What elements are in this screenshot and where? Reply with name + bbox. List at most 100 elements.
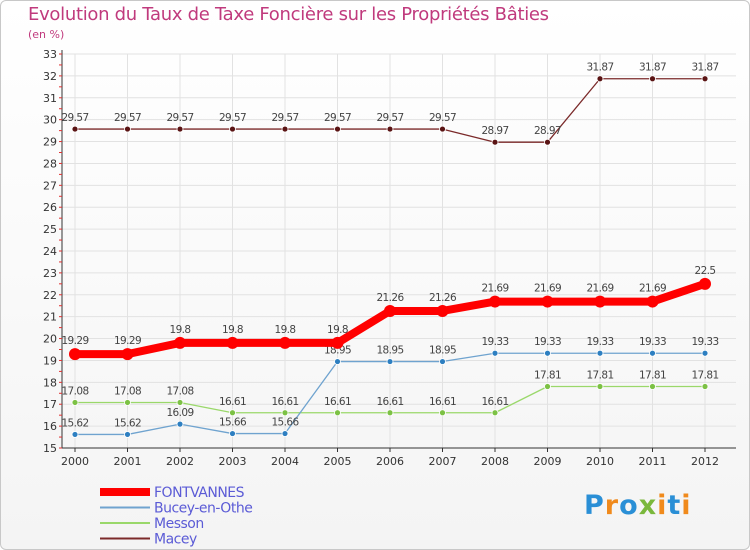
data-point bbox=[439, 358, 446, 365]
data-point bbox=[544, 349, 551, 357]
data-point bbox=[544, 383, 551, 390]
data-label: 29.57 bbox=[166, 112, 193, 124]
data-point bbox=[544, 138, 551, 146]
data-label: 21.69 bbox=[534, 283, 561, 295]
y-tick-label: 25 bbox=[43, 223, 57, 236]
data-point bbox=[229, 430, 236, 437]
x-tick-label: 2003 bbox=[219, 455, 247, 468]
data-point bbox=[649, 383, 656, 390]
data-point bbox=[124, 431, 131, 438]
data-point bbox=[596, 75, 604, 83]
data-point bbox=[71, 125, 79, 133]
data-point bbox=[176, 399, 184, 406]
data-point bbox=[701, 349, 709, 357]
data-point bbox=[124, 125, 131, 133]
data-label: 31.87 bbox=[639, 62, 666, 74]
x-tick-label: 2002 bbox=[166, 455, 194, 468]
data-point bbox=[71, 431, 79, 438]
data-label: 19.33 bbox=[586, 336, 613, 348]
data-point bbox=[334, 358, 341, 365]
data-point bbox=[596, 383, 604, 390]
data-label: 17.81 bbox=[534, 369, 561, 381]
data-label: 18.95 bbox=[429, 345, 456, 357]
data-point bbox=[386, 409, 394, 417]
data-label: 15.62 bbox=[114, 417, 141, 429]
data-point bbox=[649, 75, 656, 83]
data-point bbox=[386, 125, 394, 133]
data-label: 19.29 bbox=[114, 335, 141, 347]
y-tick-label: 26 bbox=[43, 201, 57, 214]
data-point bbox=[71, 399, 79, 406]
x-tick-label: 2009 bbox=[534, 455, 562, 468]
data-point bbox=[489, 295, 501, 308]
data-point bbox=[491, 349, 499, 357]
data-label: 19.33 bbox=[639, 336, 666, 348]
y-axis-ticks: 15 16 17 18 19 20 21 22 23 24 25 26 27 28 29 30 31 32 33 bbox=[43, 48, 57, 455]
data-point bbox=[491, 138, 499, 146]
y-tick-label: 32 bbox=[43, 70, 57, 83]
y-tick-label: 19 bbox=[43, 354, 57, 367]
x-tick-label: 2011 bbox=[639, 455, 667, 468]
y-tick-label: 33 bbox=[43, 48, 57, 61]
data-label: 19.8 bbox=[170, 324, 191, 336]
data-label: 16.09 bbox=[166, 407, 193, 419]
data-point bbox=[279, 336, 291, 349]
data-label: 16.61 bbox=[376, 396, 403, 408]
data-label: 18.95 bbox=[324, 345, 351, 357]
y-tick-label: 15 bbox=[43, 442, 57, 455]
y-tick-label: 20 bbox=[43, 333, 57, 346]
data-point bbox=[699, 277, 711, 290]
data-label: 18.95 bbox=[376, 345, 403, 357]
data-label: 29.57 bbox=[324, 112, 351, 124]
data-point bbox=[121, 348, 134, 361]
x-tick-label: 2000 bbox=[61, 455, 89, 468]
data-point bbox=[281, 409, 289, 417]
data-point bbox=[594, 295, 606, 308]
proxiti-logo: Proxiti bbox=[584, 490, 692, 521]
x-tick-label: 2005 bbox=[324, 455, 352, 468]
data-point bbox=[226, 336, 239, 349]
data-point bbox=[124, 399, 131, 406]
data-label: 16.61 bbox=[219, 396, 246, 408]
data-label: 15.62 bbox=[61, 417, 88, 429]
data-point bbox=[436, 304, 449, 317]
data-label: 15.66 bbox=[219, 417, 247, 429]
x-tick-label: 2006 bbox=[376, 455, 404, 468]
legend-label: FONTVANNES bbox=[154, 485, 245, 501]
y-tick-label: 18 bbox=[43, 376, 57, 389]
data-label: 29.57 bbox=[219, 112, 246, 124]
data-label: 17.81 bbox=[586, 369, 613, 381]
y-tick-label: 27 bbox=[43, 179, 57, 192]
y-tick-label: 22 bbox=[43, 289, 57, 302]
y-tick-label: 31 bbox=[43, 92, 57, 105]
data-point bbox=[386, 358, 394, 365]
data-label: 16.61 bbox=[271, 396, 298, 408]
data-label: 19.8 bbox=[275, 324, 296, 336]
data-point bbox=[596, 349, 604, 357]
data-label: 19.8 bbox=[327, 324, 348, 336]
data-point bbox=[649, 349, 656, 357]
data-label: 29.57 bbox=[61, 112, 88, 124]
data-label: 21.69 bbox=[639, 283, 666, 295]
data-point bbox=[701, 75, 709, 83]
data-point bbox=[334, 409, 341, 417]
data-point bbox=[491, 409, 499, 417]
chart-subtitle: (en %) bbox=[28, 28, 65, 41]
data-label: 29.57 bbox=[114, 112, 141, 124]
data-point bbox=[439, 409, 446, 417]
axes bbox=[59, 50, 736, 449]
x-axis-ticks: 2000 2001 2002 2003 2004 2005 2006 2007 2008 2009… bbox=[61, 448, 719, 468]
data-point bbox=[281, 125, 289, 133]
data-point bbox=[439, 125, 446, 133]
y-tick-label: 24 bbox=[43, 245, 57, 258]
data-label: 19.29 bbox=[61, 335, 88, 347]
y-tick-label: 28 bbox=[43, 157, 57, 170]
y-tick-label: 17 bbox=[43, 398, 57, 411]
data-label: 21.26 bbox=[429, 292, 457, 304]
data-label: 29.57 bbox=[376, 112, 403, 124]
grid-lines bbox=[62, 53, 736, 449]
y-tick-label: 29 bbox=[43, 136, 57, 149]
